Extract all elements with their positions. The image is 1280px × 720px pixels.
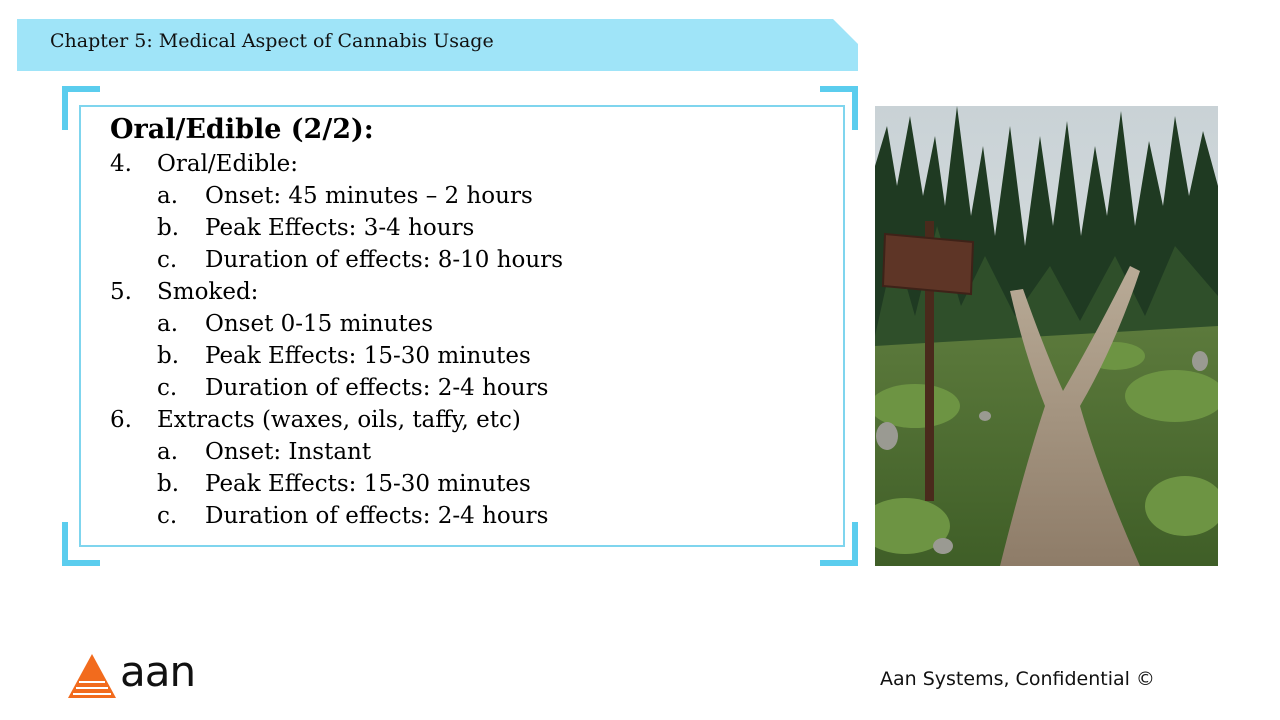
sub-text: Duration of effects: 8-10 hours (205, 247, 564, 273)
sub-item: a. Onset: Instant (110, 436, 830, 468)
slide-heading: Oral/Edible (2/2): (110, 114, 374, 145)
sub-item: c. Duration of effects: 8-10 hours (110, 244, 830, 276)
sub-letter: b. (157, 215, 180, 241)
sub-text: Peak Effects: 15-30 minutes (205, 471, 531, 497)
sub-letter: c. (157, 247, 178, 273)
list-item-6: 6. Extracts (waxes, oils, taffy, etc) (110, 404, 830, 436)
sub-text: Duration of effects: 2-4 hours (205, 503, 549, 529)
sub-letter: b. (157, 343, 180, 369)
confidential-notice: Aan Systems, Confidential © (880, 668, 1155, 690)
sub-text: Onset 0-15 minutes (205, 311, 434, 337)
sub-item: a. Onset: 45 minutes – 2 hours (110, 180, 830, 212)
sub-letter: b. (157, 471, 180, 497)
list-item-5: 5. Smoked: (110, 276, 830, 308)
trail-photo (875, 106, 1218, 566)
list-label: Oral/Edible: (157, 151, 298, 177)
list-label: Smoked: (157, 279, 259, 305)
logo-wordmark: aan (120, 647, 196, 696)
content-frame (62, 86, 858, 566)
sub-text: Onset: 45 minutes – 2 hours (205, 183, 533, 209)
logo-triangle-icon (68, 654, 116, 698)
sub-letter: a. (157, 439, 179, 465)
trail-illustration (875, 106, 1218, 566)
list-number: 5. (110, 279, 132, 305)
sub-text: Duration of effects: 2-4 hours (205, 375, 549, 401)
sub-text: Peak Effects: 15-30 minutes (205, 343, 531, 369)
sub-item: c. Duration of effects: 2-4 hours (110, 372, 830, 404)
frame-border (62, 86, 858, 566)
sub-letter: c. (157, 375, 178, 401)
sub-item: b. Peak Effects: 15-30 minutes (110, 468, 830, 500)
sub-item: b. Peak Effects: 3-4 hours (110, 212, 830, 244)
list-number: 6. (110, 407, 132, 433)
aan-logo: aan (66, 647, 196, 702)
slide-content: Oral/Edible (2/2): 4. Oral/Edible: a. On… (110, 112, 830, 532)
list-item-4: 4. Oral/Edible: (110, 148, 830, 180)
chapter-title: Chapter 5: Medical Aspect of Cannabis Us… (50, 30, 494, 52)
sub-item: c. Duration of effects: 2-4 hours (110, 500, 830, 532)
sub-letter: c. (157, 503, 178, 529)
list-number: 4. (110, 151, 132, 177)
sub-letter: a. (157, 311, 179, 337)
list-label: Extracts (waxes, oils, taffy, etc) (157, 407, 521, 433)
sub-text: Peak Effects: 3-4 hours (205, 215, 475, 241)
banner-shape (17, 19, 858, 71)
sub-item: a. Onset 0-15 minutes (110, 308, 830, 340)
chapter-banner: Chapter 5: Medical Aspect of Cannabis Us… (0, 0, 900, 80)
sub-item: b. Peak Effects: 15-30 minutes (110, 340, 830, 372)
sub-letter: a. (157, 183, 179, 209)
sub-text: Onset: Instant (205, 439, 372, 465)
